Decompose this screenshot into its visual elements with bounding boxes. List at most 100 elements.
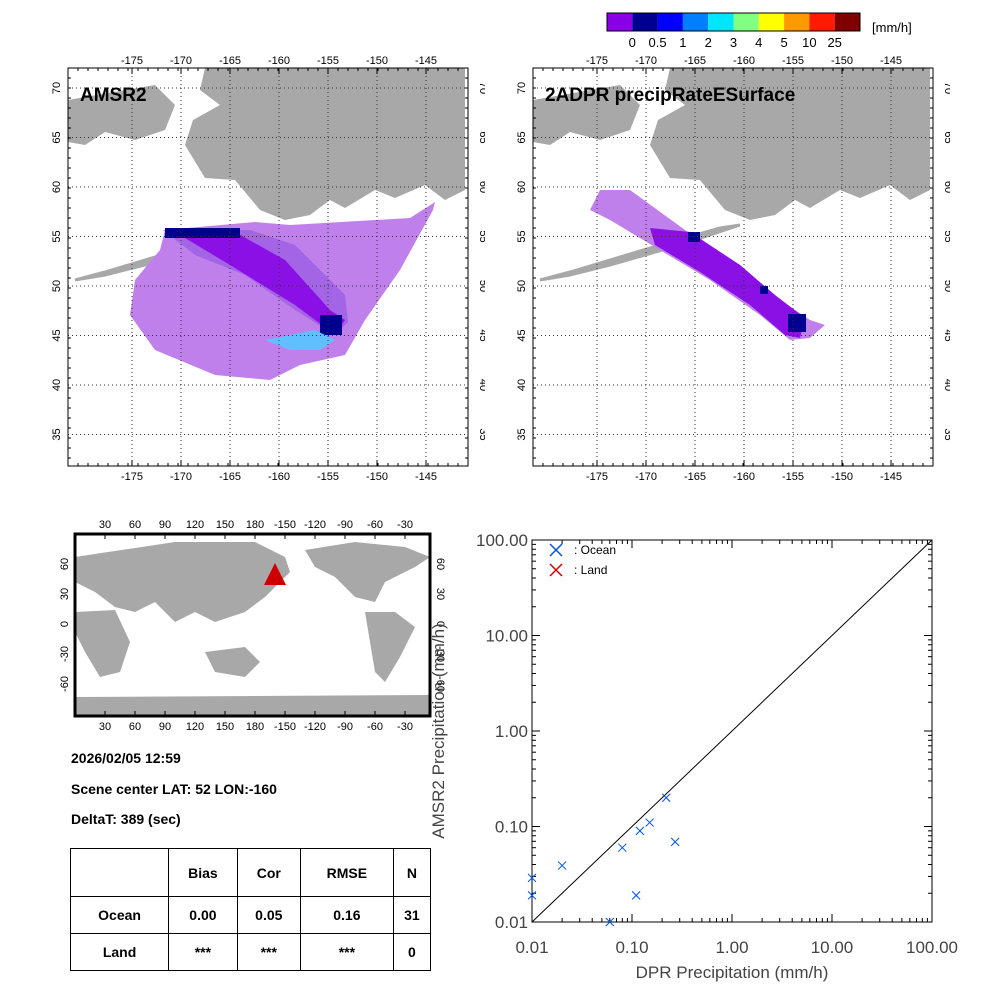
globe-lon-tick-label: 90 xyxy=(159,519,171,531)
colorbar-tick-label: 25 xyxy=(827,35,841,50)
lat-tick-label: 55 xyxy=(477,230,485,242)
legend-label: : Land xyxy=(574,563,607,577)
colorbar-tick-label: 1 xyxy=(679,35,686,50)
table-cell: 0.05 xyxy=(236,896,301,934)
lon-tick-label: -155 xyxy=(782,471,804,483)
table-header: Bias xyxy=(168,848,238,897)
table-row: Land *** *** *** 0 xyxy=(69,933,432,971)
globe-lat-tick-label: -60 xyxy=(59,676,71,692)
colorbar-tick-label: 0.5 xyxy=(649,35,667,50)
lat-tick-label: 50 xyxy=(51,280,63,292)
lat-tick-label: 60 xyxy=(51,181,63,193)
lat-tick-label: 70 xyxy=(51,82,63,94)
table-header xyxy=(69,848,170,897)
globe-lon-tick-label: 90 xyxy=(159,721,171,733)
data-point xyxy=(617,843,627,853)
y-tick-label: 0.10 xyxy=(495,818,528,837)
lon-tick-label: -175 xyxy=(121,55,143,67)
lon-tick-label: -155 xyxy=(317,55,339,67)
globe-lon-tick-label: 180 xyxy=(246,519,264,531)
lon-tick-label: -175 xyxy=(586,55,608,67)
one-to-one-line xyxy=(531,539,933,923)
lon-tick-label: -145 xyxy=(880,55,902,67)
statistics-table: Bias Cor RMSE N Ocean 0.00 0.05 0.16 31 … xyxy=(69,848,432,971)
lat-tick-label: 40 xyxy=(51,379,63,391)
lat-tick-label: 50 xyxy=(942,280,950,292)
table-cell: *** xyxy=(168,933,238,971)
globe-lon-tick-label: 60 xyxy=(129,721,141,733)
colorbar-swatch xyxy=(758,13,785,31)
lon-tick-label: -160 xyxy=(733,471,755,483)
lat-tick-label: 60 xyxy=(516,181,528,193)
lat-tick-label: 35 xyxy=(516,428,528,440)
x-axis-label: DPR Precipitation (mm/h) xyxy=(636,963,829,982)
lon-tick-label: -170 xyxy=(170,55,192,67)
globe-lon-tick-label: -30 xyxy=(397,519,413,531)
data-point xyxy=(645,818,654,827)
colorbar-tick-label: 4 xyxy=(755,35,762,50)
lat-tick-label: 65 xyxy=(942,131,950,143)
globe-lon-tick-label: 120 xyxy=(186,721,204,733)
data-point xyxy=(557,861,567,870)
lon-tick-label: -145 xyxy=(415,471,437,483)
x-tick-label: 1.00 xyxy=(715,938,748,957)
lat-tick-label: 35 xyxy=(477,428,485,440)
table-header: Cor xyxy=(236,848,301,897)
table-cell: *** xyxy=(299,933,394,971)
data-point xyxy=(527,873,537,883)
scene-location-marker xyxy=(264,563,286,585)
lat-tick-label: 60 xyxy=(477,181,485,193)
table-cell: *** xyxy=(236,933,301,971)
table-row: Ocean 0.00 0.05 0.16 31 xyxy=(69,896,432,934)
colorbar-swatch xyxy=(657,13,683,31)
x-tick-label: 0.10 xyxy=(615,938,648,957)
table-cell: 31 xyxy=(392,896,432,934)
scatter-plot: 0.01 0.10 1.00 10.00 100.00 0.01 0.10 1.00 10.0… xyxy=(429,531,958,982)
colorbar-tick-label: 2 xyxy=(705,35,712,50)
data-point xyxy=(527,891,537,900)
globe-lon-tick-label: -90 xyxy=(337,519,353,531)
lat-tick-label: 45 xyxy=(942,329,950,341)
lat-tick-label: 65 xyxy=(51,131,63,143)
lon-tick-label: -170 xyxy=(170,471,192,483)
colorbar-swatch xyxy=(834,13,860,31)
legend-marker xyxy=(549,543,563,557)
lon-tick-label: -155 xyxy=(782,55,804,67)
lon-tick-label: -165 xyxy=(219,55,241,67)
legend-marker xyxy=(549,563,563,577)
colorbar-swatch xyxy=(784,13,810,31)
y-tick-label: 1.00 xyxy=(495,722,528,741)
lon-tick-label: -170 xyxy=(635,55,657,67)
colorbar-tick-label: 0 xyxy=(629,35,636,50)
table-cell: 0.16 xyxy=(299,896,394,934)
lat-tick-label: 45 xyxy=(516,329,528,341)
globe-lat-tick-label: -30 xyxy=(59,646,71,662)
globe-lat-tick-label: 30 xyxy=(434,588,446,600)
lon-tick-label: -165 xyxy=(684,55,706,67)
lat-tick-label: 70 xyxy=(516,82,528,94)
lon-tick-label: -160 xyxy=(733,55,755,67)
lon-tick-label: -170 xyxy=(635,471,657,483)
globe-lat-tick-label: -30 xyxy=(434,646,446,662)
lon-tick-label: -145 xyxy=(880,471,902,483)
lon-tick-label: -150 xyxy=(366,471,388,483)
y-tick-label: 0.01 xyxy=(495,913,528,932)
colorbar-tick-label: 3 xyxy=(730,35,737,50)
globe-lon-tick-label: 120 xyxy=(186,519,204,531)
x-tick-label: 0.01 xyxy=(515,938,548,957)
lat-tick-label: 45 xyxy=(477,329,485,341)
lat-tick-label: 35 xyxy=(51,428,63,440)
table-cell: 0 xyxy=(392,933,432,971)
globe-lon-tick-label: 150 xyxy=(216,721,234,733)
delta-t-label: DeltaT: 389 (sec) xyxy=(71,811,181,827)
colorbar-swatch xyxy=(682,13,709,31)
amsr2-map-title: AMSR2 xyxy=(80,85,147,106)
lat-tick-label: 35 xyxy=(942,428,950,440)
globe-lat-tick-label: 0 xyxy=(59,621,71,627)
lon-tick-label: -150 xyxy=(831,55,853,67)
table-cell: 0.00 xyxy=(168,896,238,934)
data-point xyxy=(635,826,645,836)
globe-lon-tick-label: -60 xyxy=(367,721,383,733)
x-tick-label: 10.00 xyxy=(811,938,854,957)
table-cell: Land xyxy=(69,933,170,971)
